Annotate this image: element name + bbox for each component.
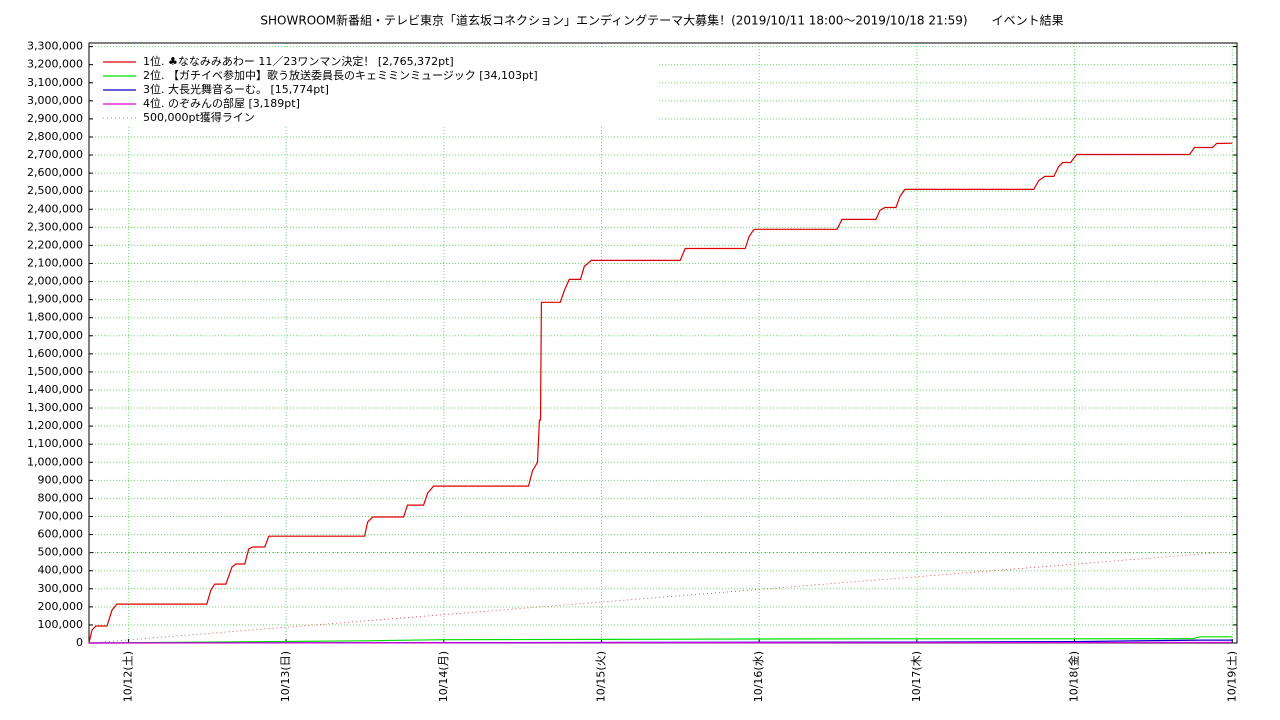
y-tick-label: 2,500,000: [27, 184, 83, 197]
y-tick-label: 1,800,000: [27, 311, 83, 324]
y-tick-label: 2,300,000: [27, 220, 83, 233]
x-tick-label: 10/12(土): [121, 651, 134, 702]
y-tick-label: 1,500,000: [27, 365, 83, 378]
y-tick-label: 500,000: [38, 546, 84, 559]
y-tick-label: 2,900,000: [27, 112, 83, 125]
y-tick-label: 300,000: [38, 582, 84, 595]
x-tick-label: 10/17(木): [910, 651, 923, 702]
y-tick-label: 800,000: [38, 491, 84, 504]
y-tick-label: 1,200,000: [27, 419, 83, 432]
series-line: [88, 142, 1233, 644]
y-tick-label: 3,300,000: [27, 40, 83, 53]
y-tick-label: 1,300,000: [27, 401, 83, 414]
y-tick-label: 2,400,000: [27, 202, 83, 215]
y-tick-label: 1,400,000: [27, 383, 83, 396]
y-tick-label: 3,100,000: [27, 76, 83, 89]
y-tick-label: 1,100,000: [27, 437, 83, 450]
y-tick-label: 1,600,000: [27, 347, 83, 360]
x-tick-label: 10/13(日): [279, 651, 292, 702]
legend-label: 1位. ♣ななみみあわー 11／23ワンマン決定！ [2,765,372pt]: [143, 54, 454, 68]
y-tick-label: 1,900,000: [27, 293, 83, 306]
legend-label: 500,000pt獲得ライン: [143, 111, 255, 124]
y-tick-label: 2,100,000: [27, 256, 83, 269]
y-tick-label: 1,000,000: [27, 455, 83, 468]
x-tick-label: 10/15(火): [595, 651, 608, 702]
legend-label: 3位. 大長光舞音るーむ。 [15,774pt]: [143, 82, 329, 96]
series-line: [88, 641, 1233, 644]
y-tick-label: 400,000: [38, 564, 84, 577]
y-tick-label: 700,000: [38, 509, 84, 522]
y-tick-label: 200,000: [38, 600, 84, 613]
y-tick-label: 2,700,000: [27, 148, 83, 161]
x-tick-label: 10/19(土): [1225, 651, 1238, 702]
chart-title: SHOWROOM新番組・テレビ東京「道玄坂コネクション」エンディングテーマ大募集…: [260, 13, 1063, 28]
y-tick-label: 3,000,000: [27, 94, 83, 107]
legend-label: 2位. 【ガチイベ参加中】歌う放送委員長のキェミミンミュージック [34,103…: [143, 68, 538, 82]
legend-label: 4位. のぞみんの部屋 [3,189pt]: [143, 96, 300, 110]
y-tick-label: 1,700,000: [27, 329, 83, 342]
y-tick-label: 0: [76, 636, 83, 649]
y-tick-label: 900,000: [38, 473, 84, 486]
x-tick-label: 10/16(水): [752, 651, 765, 702]
x-tick-label: 10/18(金): [1067, 651, 1081, 702]
y-tick-label: 100,000: [38, 618, 84, 631]
y-tick-label: 2,600,000: [27, 166, 83, 179]
series-line: [88, 552, 1220, 644]
legend-box: [93, 48, 658, 126]
y-tick-label: 600,000: [38, 528, 84, 541]
series-line: [88, 636, 1233, 644]
y-tick-label: 2,200,000: [27, 238, 83, 251]
x-tick-label: 10/14(月): [437, 651, 450, 702]
y-tick-label: 2,000,000: [27, 275, 83, 288]
y-tick-label: 3,200,000: [27, 58, 83, 71]
y-tick-label: 2,800,000: [27, 130, 83, 143]
